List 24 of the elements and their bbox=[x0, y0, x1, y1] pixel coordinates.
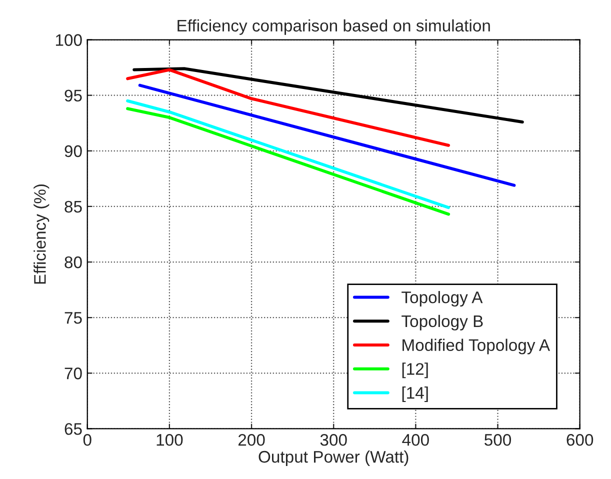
y-tick-label: 75 bbox=[64, 312, 82, 324]
legend-label: Topology A bbox=[402, 291, 483, 307]
legend-label: Modified Topology A bbox=[402, 338, 550, 354]
y-tick-label: 85 bbox=[64, 200, 82, 213]
x-tick-label: 200 bbox=[238, 434, 265, 446]
legend-label: [14] bbox=[402, 386, 428, 402]
x-tick-label: 100 bbox=[156, 434, 183, 446]
legend-label: Topology B bbox=[402, 314, 483, 330]
y-tick-label: 70 bbox=[64, 368, 82, 380]
x-tick-label: 600 bbox=[566, 434, 594, 446]
y-tick-label: 65 bbox=[64, 423, 82, 435]
x-tick-label: 0 bbox=[83, 434, 92, 446]
x-axis-title: Output Power (Watt) bbox=[258, 450, 408, 466]
line-series bbox=[126, 68, 450, 147]
chart-title: Efficiency comparison based on simulation bbox=[178, 19, 490, 35]
x-tick-label: 500 bbox=[484, 434, 512, 446]
x-tick-label: 300 bbox=[320, 434, 347, 446]
y-axis-title: Efficiency (%) bbox=[34, 184, 50, 284]
y-tick-label: 90 bbox=[64, 145, 82, 158]
legend-label: [12] bbox=[402, 362, 428, 378]
y-tick-label: 95 bbox=[64, 90, 82, 102]
y-tick-label: 100 bbox=[56, 34, 82, 46]
y-tick-label: 80 bbox=[64, 256, 82, 268]
x-tick-label: 400 bbox=[402, 434, 429, 446]
